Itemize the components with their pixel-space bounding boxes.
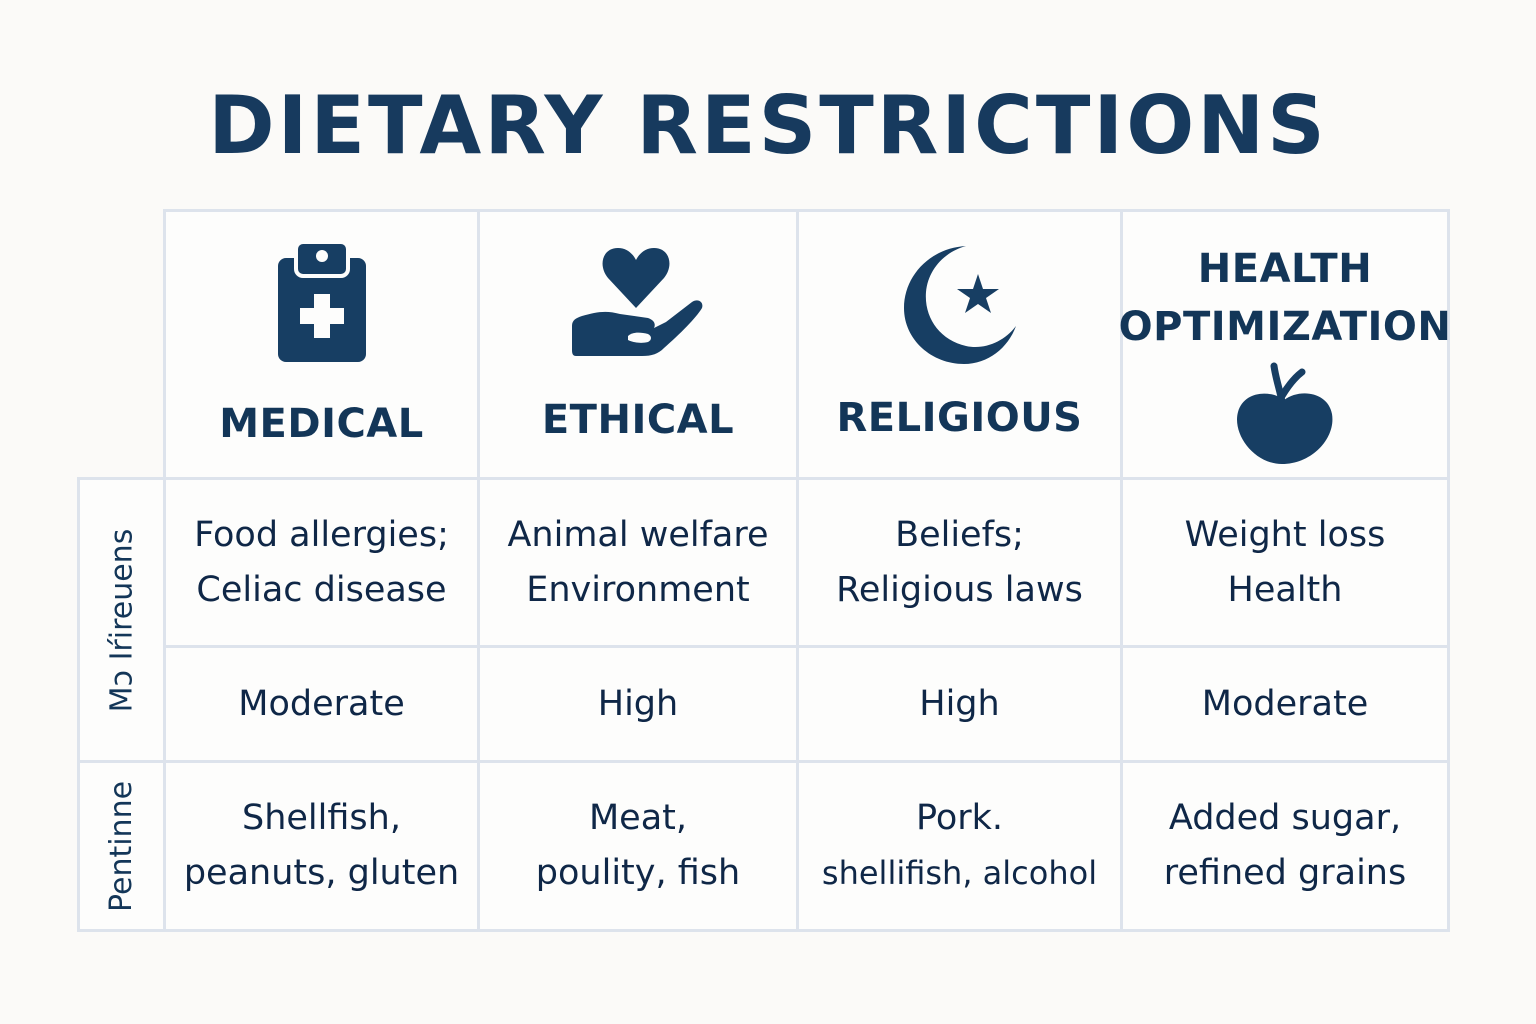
clipboard-medical-icon bbox=[274, 242, 370, 366]
strictness-religious: High bbox=[796, 645, 1123, 763]
column-label-ethical: ETHICAL bbox=[541, 397, 735, 443]
strictness-ethical: High bbox=[477, 645, 799, 763]
column-label-medical: MEDICAL bbox=[219, 401, 424, 447]
reasons-health: Weight loss Health bbox=[1120, 477, 1450, 648]
column-label-health-line1: HEALTH bbox=[1197, 246, 1373, 292]
row-label-reasons: Mɔ Iŕireuens bbox=[77, 477, 166, 763]
cell-text: refined grains bbox=[1163, 853, 1407, 893]
cell-text: High bbox=[919, 683, 1000, 724]
cell-text: High bbox=[597, 683, 679, 724]
cell-text: Celiac disease bbox=[196, 569, 447, 610]
column-label-health-line2: OPTIMIZATION bbox=[1118, 304, 1452, 350]
cell-text: Environment bbox=[526, 569, 750, 610]
cell-text: Added sugar, bbox=[1168, 798, 1402, 838]
cell-text: peanuts, gluten bbox=[183, 853, 460, 893]
reasons-medical: Food allergies; Celiac disease bbox=[163, 477, 480, 648]
column-label-religious: RELIGIOUS bbox=[836, 395, 1083, 441]
cell-text: Moderate bbox=[1201, 683, 1369, 724]
foods-medical: Shellfish, peanuts, gluten bbox=[163, 760, 480, 932]
cell-text: Shellfish, bbox=[242, 798, 401, 838]
heart-in-hand-icon bbox=[570, 244, 706, 362]
cell-text: Moderate bbox=[238, 683, 405, 724]
crescent-star-icon bbox=[900, 244, 1020, 366]
page-title: DIETARY RESTRICTIONS bbox=[208, 79, 1328, 172]
row-label-foods: Pentinne bbox=[77, 760, 166, 932]
cell-text: Pork. bbox=[915, 798, 1004, 838]
header-medical: MEDICAL bbox=[163, 209, 480, 480]
apple-icon bbox=[1232, 360, 1338, 466]
reasons-ethical: Animal welfare Environment bbox=[477, 477, 799, 648]
cell-text: Animal welfare bbox=[507, 514, 769, 555]
header-health-optimization: HEALTH OPTIMIZATION bbox=[1118, 209, 1452, 480]
cell-text: Weight loss bbox=[1184, 514, 1386, 555]
foods-ethical: Meat, poulity, fish bbox=[477, 760, 799, 932]
strictness-health: Moderate bbox=[1120, 645, 1450, 763]
header-religious: RELIGIOUS bbox=[796, 209, 1123, 480]
foods-religious: Pork. shellifish, alcohol bbox=[796, 760, 1123, 932]
cell-text: Beliefs; bbox=[895, 514, 1024, 555]
cell-text: Food allergies; bbox=[194, 514, 449, 555]
reasons-religious: Beliefs; Religious laws bbox=[796, 477, 1123, 648]
foods-health: Added sugar, refined grains bbox=[1120, 760, 1450, 932]
cell-text: Health bbox=[1227, 569, 1343, 610]
row-label-foods-text: Pentinne bbox=[104, 780, 140, 912]
cell-text: shellifish, alcohol bbox=[821, 854, 1098, 892]
header-ethical: ETHICAL bbox=[477, 209, 799, 480]
strictness-medical: Moderate bbox=[163, 645, 480, 763]
cell-text: Religious laws bbox=[836, 569, 1083, 610]
cell-text: Meat, bbox=[588, 798, 688, 838]
row-label-reasons-text: Mɔ Iŕireuens bbox=[104, 528, 140, 712]
cell-text: poulity, fish bbox=[535, 853, 741, 893]
